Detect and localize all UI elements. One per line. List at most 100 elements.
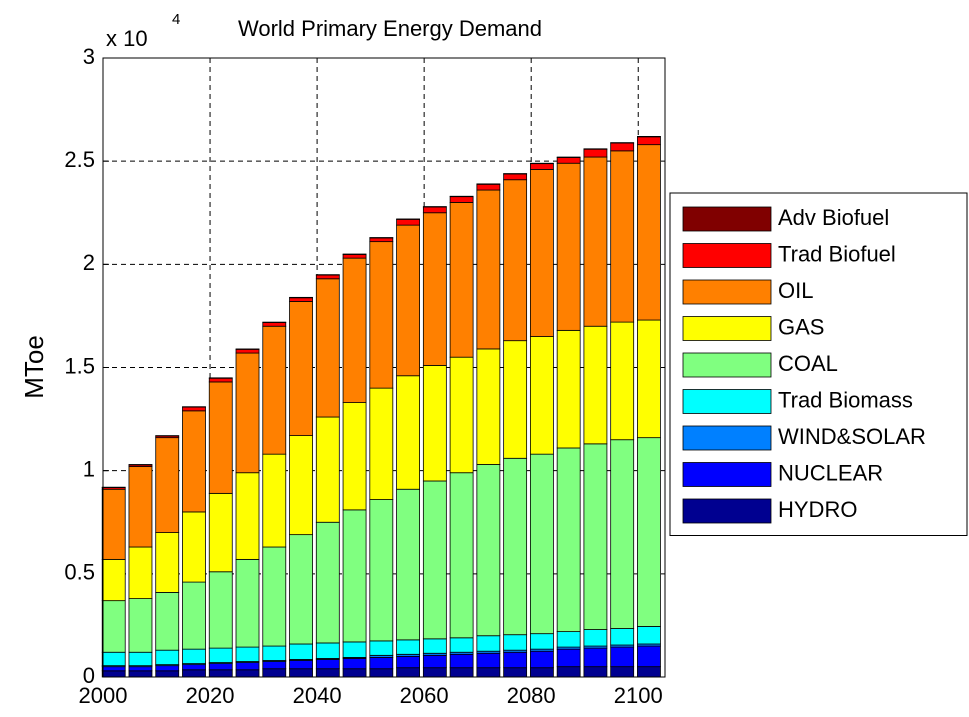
legend-label: GAS: [778, 314, 824, 339]
bar-segment: [128, 466, 153, 548]
bar-segment: [476, 635, 501, 652]
bar-segment: [556, 329, 581, 449]
legend-swatch: [682, 352, 772, 378]
bar-segment: [583, 647, 608, 668]
bar-segment: [503, 340, 528, 459]
bar-segment: [369, 241, 394, 389]
bar-segment: [529, 336, 554, 455]
bar-segment: [342, 257, 367, 403]
y-tick-label: 0.5: [64, 560, 95, 585]
bar-segment: [396, 639, 420, 655]
bar-segment: [637, 136, 661, 146]
bar-segment: [503, 173, 528, 181]
bar-segment: [101, 666, 126, 672]
bar-segment: [503, 651, 528, 669]
bar-segment: [342, 402, 367, 511]
bar-segment: [449, 653, 474, 669]
bar-segment: [182, 581, 206, 650]
legend-label: Adv Biofuel: [778, 205, 889, 230]
bar-segment: [396, 375, 420, 490]
bar-segment: [262, 661, 287, 670]
bar-segment: [583, 148, 608, 158]
bar-segment: [529, 169, 554, 337]
bar-segment: [369, 668, 394, 678]
bar-segment: [610, 439, 635, 629]
legend-label: OIL: [778, 278, 813, 303]
bar-segment: [155, 592, 180, 651]
bar-segment: [529, 453, 554, 635]
bar-segment: [422, 480, 447, 640]
bar-segment: [208, 492, 233, 573]
bar-segment: [342, 658, 367, 670]
axes-box: [102, 57, 666, 678]
bar-segment: [182, 410, 206, 513]
bar-segment: [262, 322, 287, 327]
x-tick-label: 2080: [507, 683, 556, 708]
bar-segment: [155, 649, 180, 666]
y-axis-label: MToe: [19, 335, 49, 399]
bar-segment: [101, 488, 126, 560]
bar-segment: [155, 665, 180, 672]
bar-segment: [610, 150, 635, 323]
bar-segment: [637, 144, 661, 321]
bar-segment: [208, 571, 233, 649]
bar-segment: [637, 319, 661, 439]
x-tick-label: 2040: [293, 683, 342, 708]
bar-segment: [208, 663, 233, 671]
bar-segment: [449, 667, 474, 678]
x-tick-label: 2000: [79, 683, 128, 708]
bar-segment: [235, 669, 260, 678]
bar-segment: [315, 416, 340, 523]
bar-segment: [529, 633, 554, 650]
bar-segment: [422, 206, 447, 214]
bar-segment: [476, 652, 501, 669]
bar-segment: [396, 655, 420, 669]
bar-segment: [101, 670, 126, 678]
bar-segment: [155, 437, 180, 533]
bar-segment: [556, 162, 581, 331]
bar-segment: [503, 179, 528, 342]
bar-segment: [422, 365, 447, 482]
bar-segment: [342, 509, 367, 643]
bar-segment: [422, 667, 447, 678]
bar-segment: [101, 651, 126, 667]
bar-segment: [449, 637, 474, 653]
bar-segment: [128, 546, 153, 599]
bar-segment: [235, 352, 260, 474]
bar-segment: [182, 511, 206, 583]
bar-segment: [556, 157, 581, 164]
bar-segment: [476, 667, 501, 678]
bar-segment: [289, 660, 313, 670]
bar-segment: [583, 629, 608, 647]
y-tick-label: 2: [83, 250, 95, 275]
legend-swatch: [682, 462, 772, 487]
bar-segment: [369, 656, 394, 670]
bar-segment: [315, 668, 340, 678]
bar-segment: [315, 521, 340, 644]
x-tick-label: 2060: [400, 683, 449, 708]
bar-segment: [289, 435, 313, 536]
y-tick-label: 2.5: [64, 147, 95, 172]
bar-segment: [289, 668, 313, 678]
bar-segment: [610, 628, 635, 646]
bar-segment: [208, 647, 233, 663]
legend-label: Trad Biomass: [778, 387, 913, 412]
bar-segment: [262, 645, 287, 661]
bar-segment: [422, 638, 447, 654]
y-tick-label: 3: [83, 44, 95, 69]
legend-label: COAL: [778, 351, 838, 376]
bar-segment: [503, 457, 528, 636]
bar-segment: [449, 356, 474, 474]
bar-segment: [289, 534, 313, 645]
legend-swatch: [682, 243, 772, 268]
bar-segment: [476, 348, 501, 465]
bar-segment: [529, 650, 554, 669]
bar-segment: [476, 183, 501, 191]
bar-segment: [289, 297, 313, 302]
x-tick-label: 2100: [614, 683, 663, 708]
bar-segment: [396, 224, 420, 377]
bar-segment: [155, 670, 180, 678]
bar-segment: [637, 626, 661, 645]
chart-title: World Primary Energy Demand: [238, 16, 542, 41]
bar-segment: [235, 348, 260, 354]
